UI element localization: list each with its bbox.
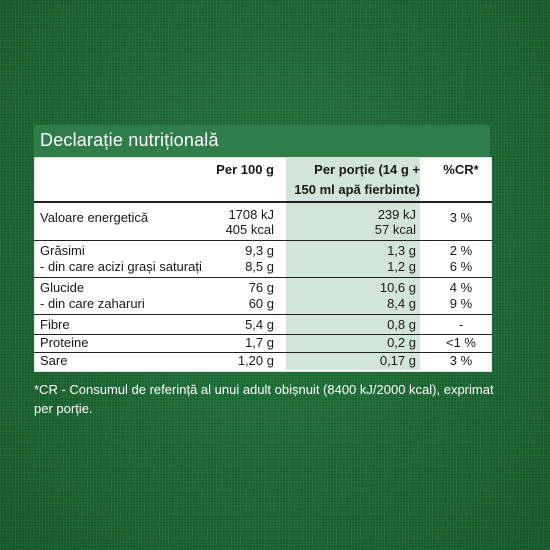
row-saturated-portion: 1,2 g [387, 259, 416, 274]
nutrition-title-band: Declarație nutrițională [34, 125, 490, 157]
row-divider [34, 334, 492, 335]
row-fibre-portion: 0,8 g [387, 317, 416, 332]
row-divider [34, 240, 492, 241]
row-fibre-per100: 5,4 g [245, 317, 274, 332]
row-divider [34, 277, 492, 278]
row-fibre-label: Fibre [40, 317, 70, 332]
row-sugars-per100: 60 g [248, 296, 274, 311]
row-fat-label: Grăsimi [40, 243, 85, 258]
row-energy-per100-kcal: 405 kcal [225, 222, 274, 237]
header-per-portion-line1: Per porție (14 g + [314, 162, 420, 177]
header-per-100g: Per 100 g [216, 162, 274, 177]
row-carbs-per100: 76 g [248, 280, 274, 295]
row-carbs-portion: 10,6 g [379, 280, 416, 295]
nutrition-title: Declarație nutrițională [40, 130, 219, 150]
row-saturated-label: - din care acizi grași saturați [40, 259, 202, 274]
row-protein-per100: 1,7 g [245, 335, 274, 350]
row-fat-per100: 9,3 g [245, 243, 274, 258]
row-protein-cr: <1 % [446, 335, 476, 350]
row-saturated-per100: 8,5 g [245, 259, 274, 274]
row-salt-portion: 0,17 g [379, 353, 416, 368]
header-cr: %CR* [443, 162, 479, 177]
row-saturated-cr: 6 % [449, 259, 473, 274]
row-fat-cr: 2 % [449, 243, 473, 258]
row-protein-portion: 0,2 g [387, 335, 416, 350]
row-energy-per100-kj: 1708 kJ [228, 207, 274, 222]
row-salt-per100: 1,20 g [237, 353, 274, 368]
row-energy-label: Valoare energetică [40, 210, 149, 225]
reference-intake-footnote: *CR - Consumul de referință al unui adul… [34, 382, 494, 416]
row-sugars-label: - din care zaharuri [40, 296, 145, 311]
row-energy-portion-kj: 239 kJ [377, 207, 416, 222]
row-carbs-label: Glucide [40, 280, 85, 295]
row-salt-label: Sare [40, 353, 68, 368]
header-per-portion-line2: 150 ml apă fierbinte) [294, 182, 420, 197]
row-energy-portion-kcal: 57 kcal [374, 222, 416, 237]
row-fat-portion: 1,3 g [387, 243, 416, 258]
row-energy-cr: 3 % [449, 210, 473, 225]
row-sugars-cr: 9 % [449, 296, 473, 311]
row-divider [34, 314, 492, 315]
row-carbs-cr: 4 % [449, 280, 473, 295]
row-salt-cr: 3 % [449, 353, 473, 368]
row-sugars-portion: 8,4 g [387, 296, 416, 311]
row-divider [34, 352, 492, 353]
header-divider [34, 201, 492, 203]
row-fibre-cr: - [458, 317, 464, 332]
row-protein-label: Proteine [40, 335, 89, 350]
